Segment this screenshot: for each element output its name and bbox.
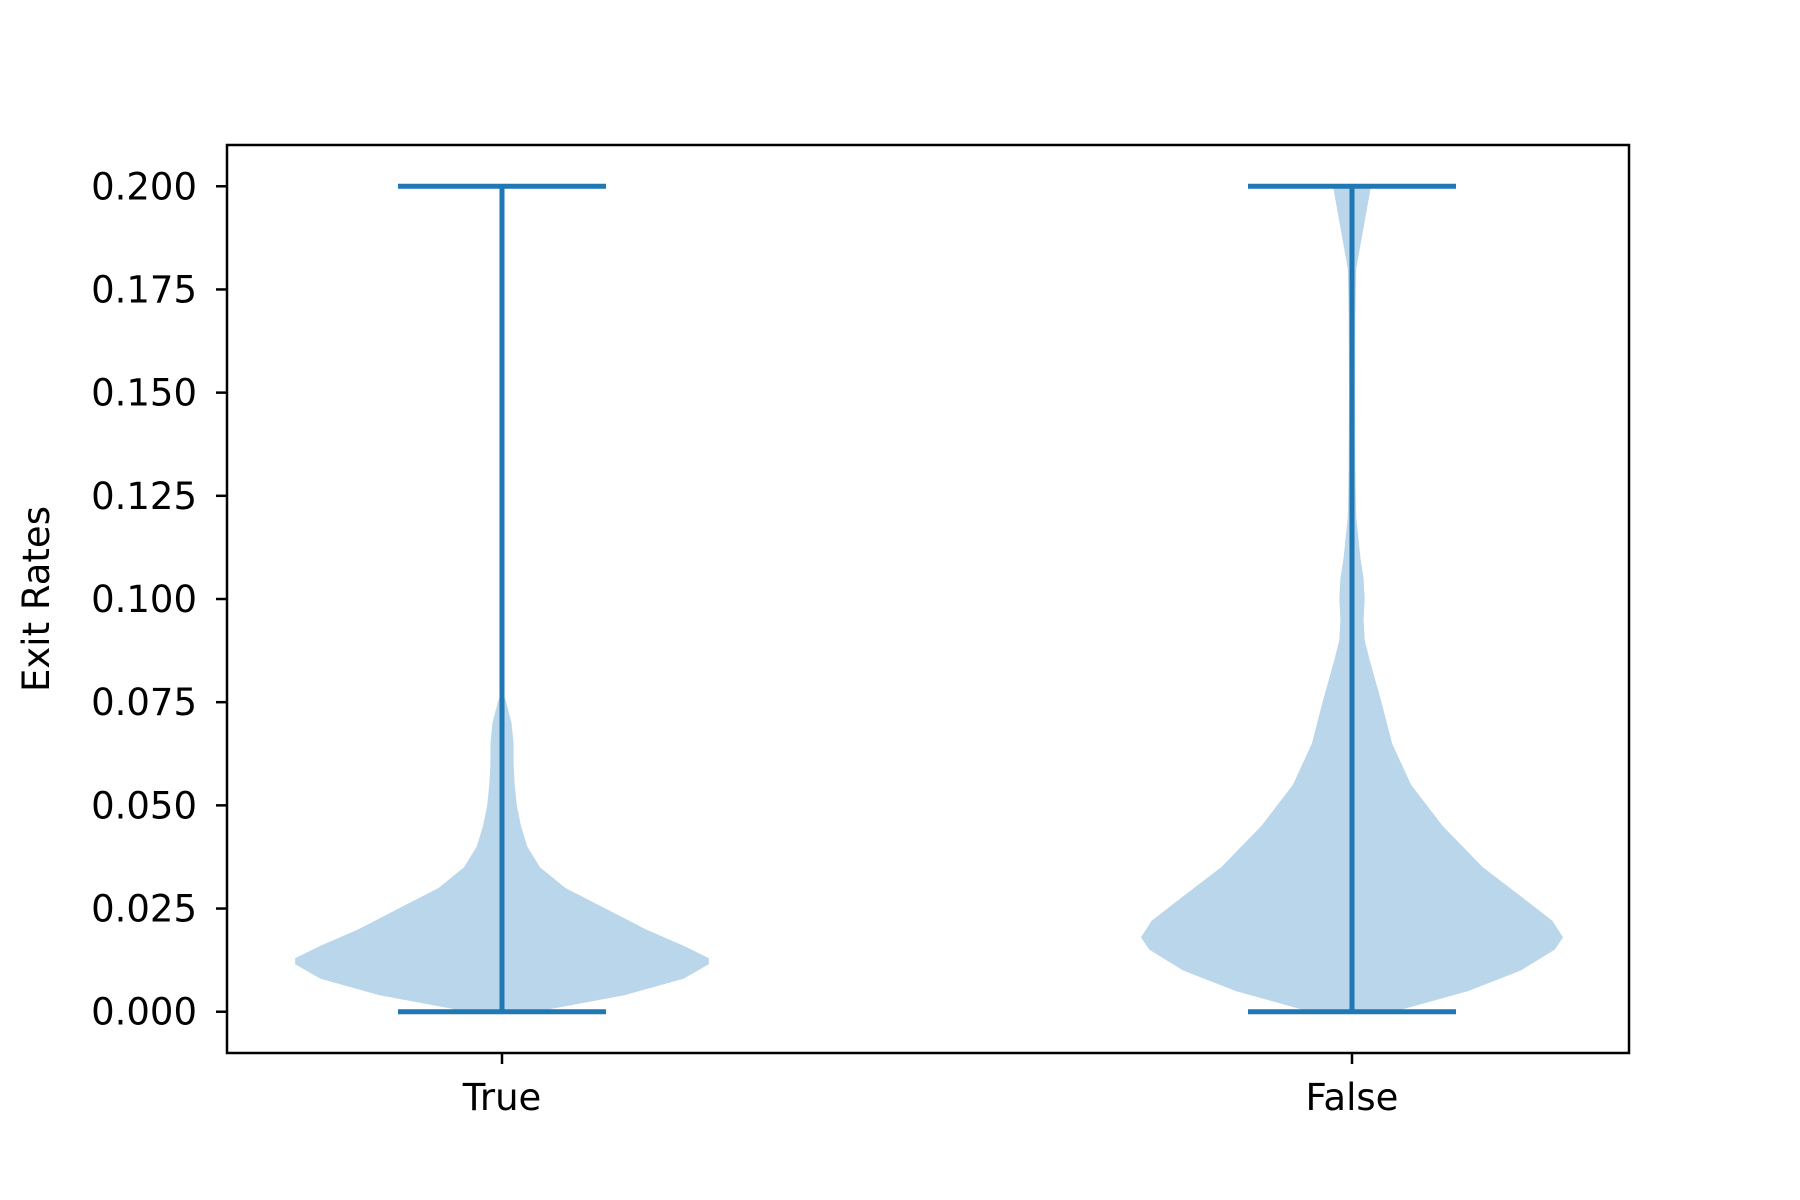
y-tick-label: 0.200 [91, 165, 197, 208]
y-axis: 0.000 0.025 0.050 0.075 0.100 0.125 0.150 0.175… [91, 165, 227, 1034]
y-tick-label: 0.100 [91, 578, 197, 621]
y-tick-label: 0.075 [91, 681, 197, 724]
y-tick-label: 0.125 [91, 475, 197, 518]
violin-extrema-lines [398, 183, 1456, 1015]
y-axis-label: Exit Rates [15, 506, 58, 692]
y-tick-label: 0.175 [91, 268, 197, 311]
x-tick-label-true: True [462, 1076, 542, 1119]
x-tick-label-false: False [1306, 1076, 1399, 1119]
y-tick-label: 0.000 [91, 991, 197, 1034]
violin-bodies [295, 186, 1563, 1012]
y-tick-label: 0.150 [91, 372, 197, 415]
y-tick-label: 0.025 [91, 888, 197, 931]
x-axis: True False [462, 1053, 1399, 1119]
y-tick-label: 0.050 [91, 784, 197, 827]
